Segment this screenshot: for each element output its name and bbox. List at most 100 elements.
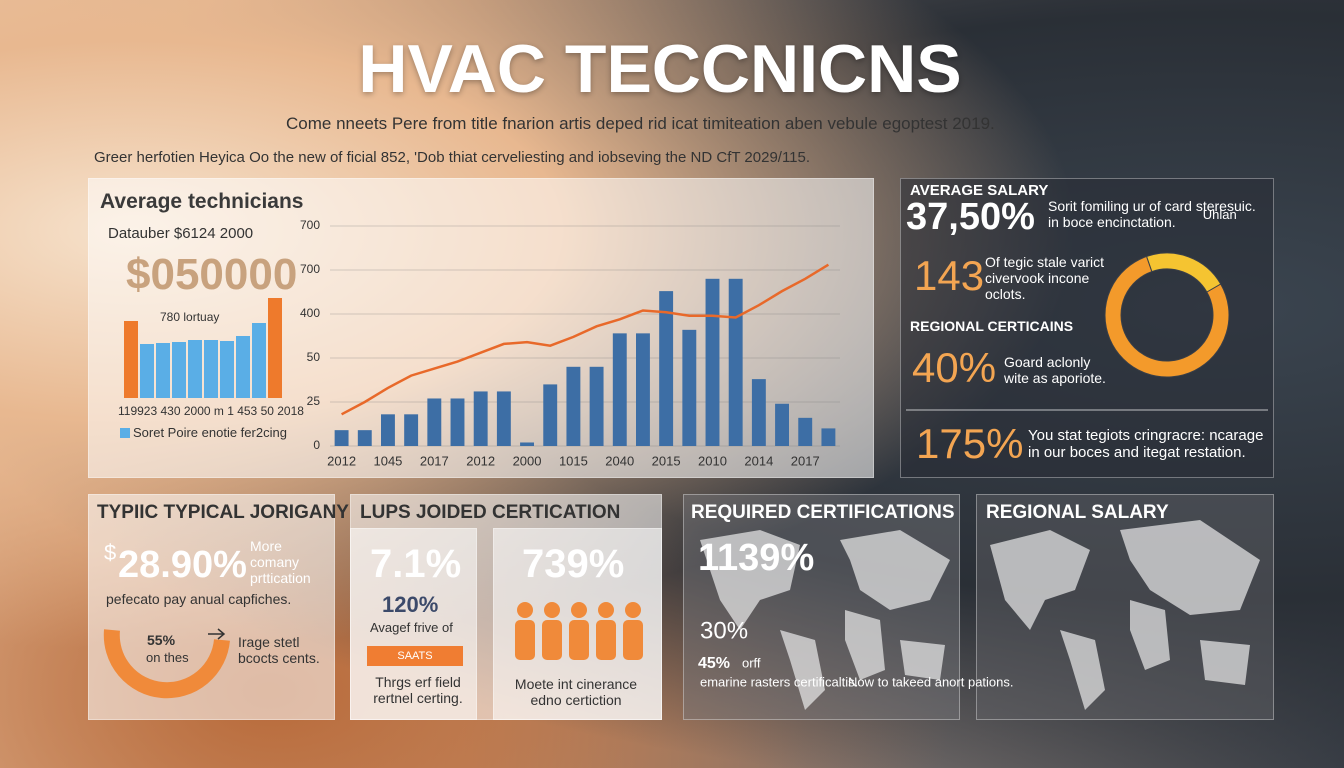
bar (236, 336, 250, 398)
x-tick-label: 2017 (420, 453, 449, 468)
x-tick-label: 1015 (559, 453, 588, 468)
panel-note: Moete int cinerance edno certiction (514, 676, 638, 708)
x-tick-label: 2040 (605, 453, 634, 468)
stat-text: Of tegic stale varict civervook incone o… (985, 254, 1105, 302)
bar (124, 321, 138, 398)
bar (612, 333, 627, 446)
stat-value: 143 (914, 252, 985, 299)
x-tick-label: 2017 (791, 453, 820, 468)
bar (798, 417, 813, 446)
note: Greer herfotien Heyica Oo the new of fic… (94, 149, 811, 166)
bar (427, 398, 442, 446)
bar (682, 329, 697, 446)
stat-value: 37,50% (906, 196, 1035, 238)
panel-title: REQUIRED CERTIFICATIONS (691, 502, 955, 523)
bar (268, 298, 282, 398)
map (700, 520, 1260, 710)
x-tick-label: 2015 (652, 453, 681, 468)
panel-value: 7.1% (370, 542, 462, 586)
stat-text: Sorit fomiling ur of card steresuic. in … (1048, 198, 1256, 230)
panel-note: Thrgs erf field rertnel certing. (373, 674, 463, 706)
small-x-label: 119923 430 2000 m 1 453 50 2018 (118, 404, 304, 418)
panel-suffix: orff (742, 655, 761, 670)
bar (334, 430, 349, 446)
bar (751, 379, 766, 446)
arrow (208, 628, 226, 640)
bar (705, 278, 720, 446)
bar (543, 384, 558, 446)
bar (659, 291, 674, 446)
y-tick-label: 400 (300, 306, 320, 320)
x-tick-label: 2014 (744, 453, 773, 468)
panel (350, 528, 477, 720)
y-tick-label: 700 (300, 218, 320, 232)
bar (188, 340, 202, 398)
currency: $ (104, 540, 117, 565)
x-tick-label: 1045 (373, 453, 402, 468)
y-tick-label: 25 (307, 394, 321, 408)
bar (381, 414, 395, 446)
stat-heading: REGIONAL CERTICAINS (910, 318, 1074, 334)
panel-value: 1139% (698, 537, 814, 579)
line (341, 263, 830, 416)
badge: SAATS (367, 646, 463, 666)
bar (140, 344, 154, 398)
panel-value: 739% (522, 542, 625, 586)
stat-value: 40% (912, 344, 997, 391)
x-tick-label: 2000 (513, 453, 542, 468)
stat-text: Goard aclonly wite as aporiote. (1004, 354, 1106, 386)
pie-slice (1145, 252, 1222, 293)
panel-text: Avagef frive of (370, 620, 453, 635)
bar (252, 323, 266, 398)
x-tick-label: 2012 (327, 453, 356, 468)
bar (728, 278, 743, 446)
bar (496, 391, 511, 446)
bar (220, 341, 234, 398)
y-tick-label: 0 (313, 438, 320, 452)
bar (357, 430, 372, 446)
x-tick-label: 2010 (698, 453, 727, 468)
small-annotation: $050000 (126, 250, 298, 299)
panel-value: 30% (700, 617, 748, 644)
legend-label: Soret Poire enotie fer2cing (133, 425, 287, 440)
stats-divider (906, 409, 1268, 411)
small-subtitle: Datauber $6124 2000 (108, 225, 254, 242)
bar (473, 391, 488, 446)
pie-label: Uhlan (1203, 207, 1237, 222)
panel-text: emarine rasters certificaltis. (700, 674, 858, 689)
y-tick-label: 50 (307, 350, 321, 364)
bar (566, 366, 581, 446)
pie-slice (1104, 255, 1230, 378)
panel-title: LUPS JOIDED CERTICATION (360, 502, 621, 523)
panel-value: 45% (698, 655, 730, 672)
panel-value: 28.90% (118, 544, 247, 586)
panel-side: More comany prttication (250, 538, 311, 586)
title: HVAC TECCNICNS (358, 31, 962, 107)
subtitle: Come nneets Pere from title fnarion arti… (286, 114, 995, 133)
panel-value: 120% (382, 592, 439, 617)
bar (204, 340, 218, 398)
bar (156, 343, 170, 398)
bar (636, 333, 650, 446)
bar (589, 366, 604, 446)
x-tick-label: 2012 (466, 453, 495, 468)
small-title: Average technicians (100, 190, 304, 213)
y-tick-label: 700 (300, 262, 320, 276)
legend-swatch (120, 428, 130, 438)
panel-text: pefecato pay anual capfiches. (106, 591, 292, 607)
gauge-arc (103, 629, 230, 699)
panel-title: REGIONAL SALARY (986, 502, 1169, 523)
people (515, 602, 643, 660)
small-note: 780 lortuay (160, 310, 220, 324)
bar (404, 414, 419, 446)
bar (775, 403, 789, 446)
bar (450, 398, 465, 446)
bar (520, 442, 534, 446)
stat-text: You stat tegiots cringracre: ncarage in … (1028, 427, 1264, 461)
panel-note: Irage stetl bcocts cents. (238, 634, 320, 666)
bar (821, 428, 836, 446)
panel-note: Now to takeed anort pations. (848, 674, 1014, 689)
panel-title: TYPIIC TYPICAL JORIGANY (97, 502, 349, 523)
